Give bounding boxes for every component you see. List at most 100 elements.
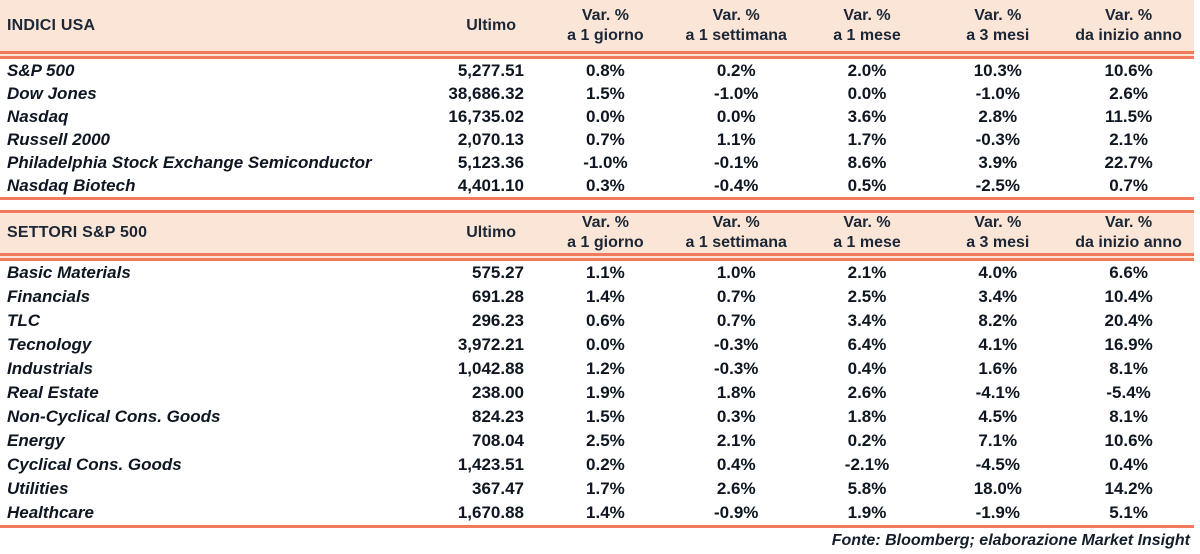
row-last-value: 2,070.13: [457, 129, 524, 149]
row-var-value: 1.2%: [586, 359, 625, 378]
row-var-value: 14.2%: [1104, 479, 1153, 498]
table-row: Dow Jones 38,686.32 1.5% -1.0% 0.0% -1.0% 2.6%: [0, 82, 1194, 105]
row-var-value: -1.0%: [975, 83, 1020, 103]
row-var-value: 1.7%: [847, 129, 887, 149]
row-last-value: 1,670.88: [457, 503, 524, 522]
row-var-value: 2.6%: [847, 383, 887, 402]
row-var-value: 2.1%: [847, 263, 887, 282]
table-end-line: [0, 525, 1194, 528]
row-label: Philadelphia Stock Exchange Semiconducto…: [7, 152, 372, 172]
row-var-value: 7.1%: [978, 431, 1018, 450]
var-label: Var. %: [974, 214, 1022, 231]
row-var-value: 0.2%: [586, 455, 625, 474]
row-var-value: 3.4%: [847, 311, 887, 330]
row-var-value: 8.1%: [1109, 407, 1148, 426]
row-var-value: 11.5%: [1104, 106, 1153, 126]
row-var-value: 1.6%: [978, 359, 1018, 378]
row-var-value: -4.1%: [975, 383, 1020, 402]
divider-line: [0, 51, 1194, 54]
var-period: a 3 mesi: [966, 26, 1030, 44]
column-header-var-1m: Var. % a 1 mese: [802, 213, 933, 253]
table-row: Energy 708.04 2.5% 2.1% 0.2% 7.1% 10.6%: [0, 429, 1194, 453]
row-last-value: 367.47: [472, 479, 524, 498]
section-title: SETTORI S&P 500: [7, 224, 148, 241]
row-var-value: 8.1%: [1109, 359, 1148, 378]
table-row: Nasdaq Biotech 4,401.10 0.3% -0.4% 0.5% -2.5%…: [0, 174, 1194, 197]
table-row: Basic Materials 575.27 1.1% 1.0% 2.1% 4.0% 6.6…: [0, 261, 1194, 285]
row-last-value: 4,401.10: [457, 175, 524, 195]
table-row: Nasdaq 16,735.02 0.0% 0.0% 3.6% 2.8% 11.5%: [0, 105, 1194, 128]
var-period: a 1 mese: [833, 26, 901, 44]
row-var-value: 1.9%: [586, 383, 625, 402]
var-period: a 3 mesi: [966, 234, 1030, 251]
table-row: Real Estate 238.00 1.9% 1.8% 2.6% -4.1% -5.4%: [0, 381, 1194, 405]
row-var-value: 0.3%: [586, 175, 625, 195]
row-var-value: 5.8%: [847, 479, 887, 498]
row-var-value: 6.4%: [847, 335, 887, 354]
source-note: Fonte: Bloomberg; elaborazione Market In…: [831, 532, 1190, 549]
row-var-value: 0.7%: [716, 287, 756, 306]
column-header-var-1g: Var. % a 1 giorno: [540, 0, 671, 51]
row-var-value: 0.4%: [716, 455, 756, 474]
table-header-indici-usa: INDICI USA Ultimo Var. % a 1 giorno Var.…: [0, 0, 1194, 51]
var-period: a 1 settimana: [685, 234, 787, 251]
row-label: Dow Jones: [7, 83, 97, 103]
divider-line: [0, 258, 1194, 261]
row-var-value: 0.0%: [586, 335, 625, 354]
row-var-value: 0.7%: [586, 129, 625, 149]
row-var-value: 0.0%: [716, 106, 756, 126]
row-last-value: 824.23: [472, 407, 524, 426]
var-label: Var. %: [974, 6, 1022, 24]
table-row: Tecnology 3,972.21 0.0% -0.3% 6.4% 4.1% 16.9%: [0, 333, 1194, 357]
row-var-value: -0.3%: [713, 335, 759, 354]
row-var-value: -1.9%: [975, 503, 1020, 522]
row-var-value: -5.4%: [1106, 383, 1151, 402]
column-header-var-1g: Var. % a 1 giorno: [540, 213, 671, 253]
var-label: Var. %: [1105, 6, 1153, 24]
row-var-value: -1.0%: [583, 152, 628, 172]
row-label: TLC: [7, 311, 41, 330]
divider-line: [0, 253, 1194, 256]
row-var-value: 16.9%: [1104, 335, 1153, 354]
row-var-value: 0.6%: [586, 311, 625, 330]
var-label: Var. %: [843, 214, 891, 231]
row-label: Cyclical Cons. Goods: [7, 455, 182, 474]
row-var-value: -2.1%: [844, 455, 890, 474]
row-var-value: 6.6%: [1109, 263, 1148, 282]
row-label: Real Estate: [7, 383, 99, 402]
column-header-var-3m: Var. % a 3 mesi: [932, 213, 1063, 253]
table-row: Financials 691.28 1.4% 0.7% 2.5% 3.4% 10.4%: [0, 285, 1194, 309]
table-row: S&P 500 5,277.51 0.8% 0.2% 2.0% 10.3% 10.6%: [0, 59, 1194, 82]
row-var-value: 1.7%: [586, 479, 625, 498]
column-header-var-ytd: Var. % da inizio anno: [1063, 213, 1194, 253]
row-var-value: 0.0%: [847, 83, 887, 103]
row-var-value: -0.3%: [713, 359, 759, 378]
row-var-value: 3.9%: [978, 152, 1018, 172]
row-var-value: 10.6%: [1104, 60, 1153, 80]
row-last-value: 691.28: [472, 287, 524, 306]
row-last-value: 5,277.51: [457, 60, 524, 80]
row-last-value: 5,123.36: [457, 152, 524, 172]
row-last-value: 238.00: [472, 383, 524, 402]
row-var-value: 1.5%: [586, 83, 625, 103]
row-label: Energy: [7, 431, 65, 450]
row-var-value: -0.9%: [713, 503, 759, 522]
var-label: Var. %: [712, 214, 760, 231]
row-var-value: -4.5%: [975, 455, 1020, 474]
section-title: INDICI USA: [7, 16, 96, 34]
table-row: TLC 296.23 0.6% 0.7% 3.4% 8.2% 20.4%: [0, 309, 1194, 333]
row-label: Nasdaq: [7, 106, 69, 126]
row-var-value: 1.0%: [716, 263, 756, 282]
row-var-value: 1.4%: [586, 287, 625, 306]
table-row: Russell 2000 2,070.13 0.7% 1.1% 1.7% -0.3% 2.1…: [0, 128, 1194, 151]
column-header-ultimo: Ultimo: [466, 16, 516, 34]
row-var-value: 20.4%: [1104, 311, 1153, 330]
var-period: a 1 giorno: [567, 234, 644, 251]
row-var-value: 3.4%: [978, 287, 1018, 306]
column-header-var-3m: Var. % a 3 mesi: [932, 0, 1063, 51]
table-row: Non-Cyclical Cons. Goods 824.23 1.5% 0.3% 1.…: [0, 405, 1194, 429]
var-label: Var. %: [843, 6, 891, 24]
section-gap: [0, 200, 1194, 210]
row-var-value: 4.5%: [978, 407, 1018, 426]
